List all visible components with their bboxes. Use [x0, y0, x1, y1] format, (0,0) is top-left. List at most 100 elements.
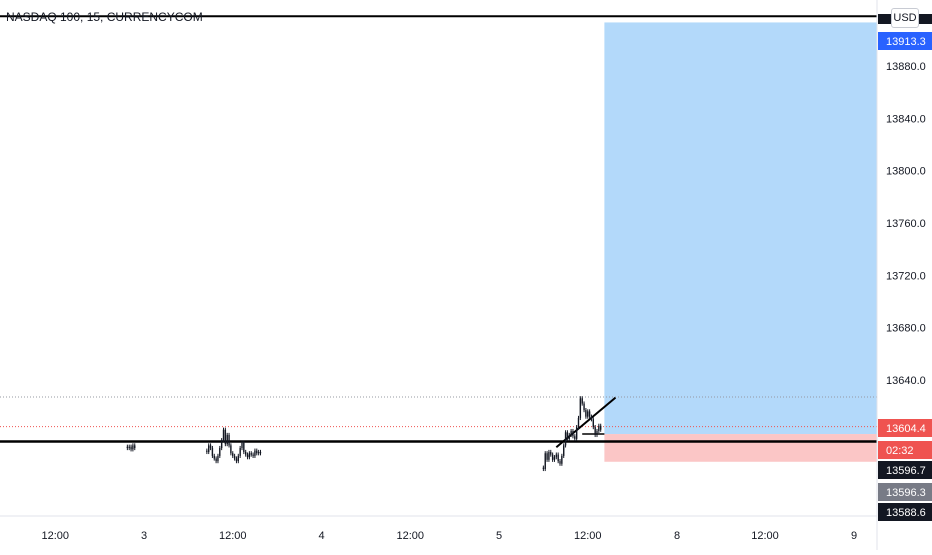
price-tags: 13913.3 13604.4 02:32 13596.7 13596.3 13588.6: [878, 14, 932, 521]
chart-title: NASDAQ 100, 15, CURRENCYCOM: [6, 10, 203, 24]
price-tag-bg: [878, 503, 932, 521]
candle-body: [546, 453, 548, 460]
candle-body: [548, 451, 550, 460]
candle-body: [550, 451, 552, 455]
candle-body: [130, 446, 132, 450]
candle-body: [570, 431, 572, 435]
price-tag-label: 13588.6: [886, 507, 926, 519]
candle-body: [220, 440, 223, 449]
candle-body: [132, 445, 134, 450]
candle-body: [542, 467, 545, 469]
price-tick-label: 13640.0: [886, 375, 926, 387]
loss-zone: [604, 434, 877, 462]
candle-body: [579, 398, 582, 418]
candle-body: [228, 434, 230, 446]
profit-zone: [604, 22, 877, 435]
candle-body: [224, 429, 227, 445]
candle-body: [241, 442, 243, 449]
candle-body: [134, 445, 136, 449]
time-tick-label: 12:00: [574, 530, 602, 542]
candle-body: [583, 403, 585, 411]
price-tag-bg: [878, 483, 932, 501]
candle-body: [209, 445, 212, 449]
candle-body: [235, 458, 238, 462]
candle-body: [237, 455, 239, 462]
candle-body: [257, 451, 260, 454]
candle-body: [126, 446, 129, 449]
currency-button[interactable]: USD: [891, 8, 919, 28]
time-tick-label: 3: [141, 530, 147, 542]
candle-body: [222, 429, 225, 441]
price-tag-bg: [878, 32, 932, 50]
price-tick-label: 13760.0: [886, 218, 926, 230]
candle-body: [544, 453, 546, 469]
drawing-lines: [0, 15, 877, 449]
price-tag-label: 02:32: [886, 445, 914, 457]
candle-body: [585, 410, 587, 417]
candle-body: [217, 455, 219, 462]
time-tick-label: 12:00: [219, 530, 247, 542]
candle-body: [208, 445, 210, 452]
candle-body: [215, 458, 217, 462]
candle-body: [574, 436, 576, 439]
candle-body: [588, 411, 591, 417]
candle-body: [244, 451, 247, 455]
candle-body: [211, 448, 214, 456]
candle-body: [559, 461, 561, 464]
price-tag-label: 13604.4: [886, 423, 926, 435]
candle-body: [213, 455, 215, 459]
candle-body: [206, 450, 208, 452]
price-tick-label: 13800.0: [886, 166, 926, 178]
candle-body: [572, 431, 574, 437]
candle-body: [599, 425, 602, 430]
candle-body: [254, 450, 256, 456]
candle-body: [256, 450, 258, 454]
price-tick-label: 13720.0: [886, 270, 926, 282]
candle-body: [219, 448, 221, 456]
price-tick-label: 13880.0: [886, 61, 926, 73]
candle-body: [557, 454, 559, 462]
candle-body: [564, 432, 567, 446]
price-tick-label: 13680.0: [886, 323, 926, 335]
price-tag-label: 13596.7: [886, 465, 926, 477]
price-tag-label: 13913.3: [886, 36, 926, 48]
candle-body: [568, 434, 570, 439]
candle-body: [553, 457, 556, 460]
time-tick-label: 12:00: [751, 530, 779, 542]
time-tick-label: 12:00: [396, 530, 424, 542]
candle-body: [596, 431, 598, 435]
candles: [126, 396, 602, 472]
candle-body: [233, 455, 236, 459]
candle-body: [551, 454, 554, 460]
candle-body: [250, 453, 252, 455]
candle-body: [575, 427, 578, 439]
candle-body: [563, 445, 565, 456]
candle-body: [248, 453, 251, 458]
candle-body: [226, 434, 228, 445]
price-tag-label: 13596.3: [886, 487, 926, 499]
candle-body: [566, 432, 569, 439]
candle-body: [128, 446, 130, 449]
time-tick-label: 8: [674, 530, 680, 542]
candle-body: [590, 416, 593, 420]
price-tick-label: 13840.0: [886, 113, 926, 125]
candle-body: [555, 454, 558, 458]
candle-body: [598, 425, 600, 432]
candle-body: [252, 454, 254, 456]
time-tick-label: 4: [318, 530, 324, 542]
price-axis[interactable]: 13640.0 13680.0 13720.0 13760.0 13800.0 13840…: [886, 61, 926, 387]
time-tick-label: 12:00: [41, 530, 69, 542]
price-tag-bg: [878, 419, 932, 437]
price-tag-bg: [878, 441, 932, 459]
price-tag-bg: [878, 461, 932, 479]
candle-body: [594, 427, 596, 435]
candle-body: [592, 419, 594, 428]
candle-body: [230, 445, 232, 454]
candle-body: [246, 454, 249, 458]
candle-body: [259, 451, 262, 454]
time-axis[interactable]: 12:00 3 12:00 4 12:00 5 12:00 8 12:00 9: [41, 530, 857, 542]
candle-body: [243, 442, 245, 452]
candle-body: [581, 398, 583, 404]
